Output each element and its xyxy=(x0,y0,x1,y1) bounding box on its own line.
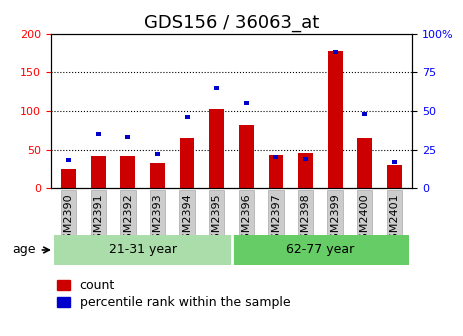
Bar xyxy=(150,163,165,188)
Bar xyxy=(332,50,338,54)
Bar xyxy=(120,157,135,188)
Bar xyxy=(155,152,160,156)
Bar xyxy=(185,115,190,119)
Bar xyxy=(273,155,278,159)
Bar xyxy=(298,153,313,188)
Legend: count, percentile rank within the sample: count, percentile rank within the sample xyxy=(57,280,290,309)
Bar xyxy=(180,138,194,188)
Title: GDS156 / 36063_at: GDS156 / 36063_at xyxy=(144,14,319,32)
Bar xyxy=(328,51,343,188)
Bar xyxy=(357,138,372,188)
Bar xyxy=(239,125,254,188)
Bar xyxy=(96,132,101,136)
Bar xyxy=(387,165,402,188)
Bar xyxy=(66,158,71,162)
Bar xyxy=(61,169,76,188)
Bar xyxy=(214,86,219,90)
Bar xyxy=(125,135,131,139)
Bar xyxy=(269,155,283,188)
Bar xyxy=(392,160,397,164)
Bar xyxy=(303,157,308,161)
Bar xyxy=(362,112,367,116)
Text: 21-31 year: 21-31 year xyxy=(109,244,177,256)
Bar xyxy=(54,235,232,265)
Bar xyxy=(91,156,106,188)
Text: age: age xyxy=(13,244,36,256)
Bar xyxy=(244,101,249,105)
Text: 62-77 year: 62-77 year xyxy=(286,244,355,256)
Bar xyxy=(232,235,409,265)
Bar xyxy=(209,109,224,188)
